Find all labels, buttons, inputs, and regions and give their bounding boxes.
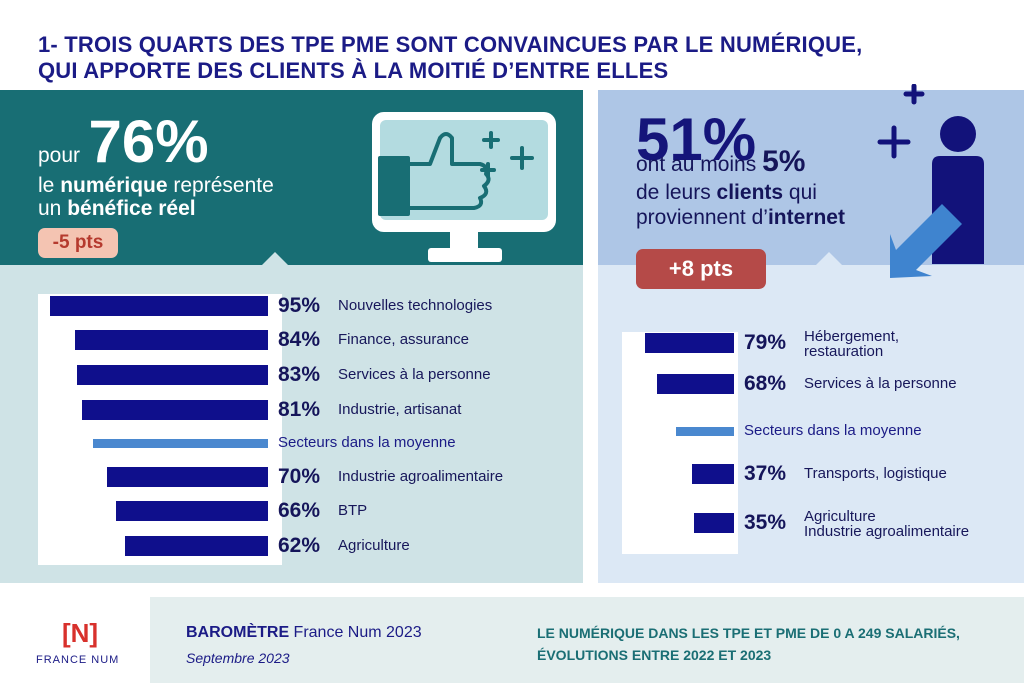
right-panel-notch [816, 252, 842, 265]
bar [694, 513, 734, 533]
left-stat-prefix: pour [38, 144, 81, 167]
right-stat-line-4: proviennent d’internet [636, 206, 845, 230]
bar-value-label: 66% [278, 499, 321, 522]
title-line-1: 1- TROIS QUARTS DES TPE PME SONT CONVAIN… [38, 32, 863, 57]
bar-category-label: BTP [338, 502, 368, 519]
left-stat-value: 76% [88, 108, 209, 175]
right-stat-keyword: clients [716, 181, 784, 204]
barometre-keyword: BAROMÈTRE [186, 624, 290, 641]
bar-category-label: Nouvelles technologies [338, 297, 493, 314]
bar-value-label: 37% [744, 462, 787, 485]
left-stat-text: un [38, 197, 68, 220]
bar [77, 365, 268, 385]
bar [81, 400, 268, 420]
right-stat-text: ont au moins [636, 153, 763, 176]
left-stat-keyword: bénéfice réel [67, 197, 196, 220]
title-line-2: QUI APPORTE DES CLIENTS À LA MOITIÉ D’EN… [38, 58, 669, 83]
bar-value-label: 84% [278, 328, 321, 351]
footer-description: LE NUMÉRIQUE DANS LES TPE ET PME DE 0 A … [537, 622, 960, 666]
right-stat-keyword: internet [767, 206, 845, 229]
left-change-badge: -5 pts [38, 228, 118, 258]
footer-description-line-2: ÉVOLUTIONS ENTRE 2022 ET 2023 [537, 647, 772, 663]
bar-value-label: 95% [278, 294, 321, 317]
left-stat-keyword: numérique [60, 174, 168, 197]
bar-category-label: Services à la personne [338, 366, 491, 383]
bar [657, 374, 734, 394]
average-bar [676, 427, 734, 436]
left-panel-notch [262, 252, 288, 265]
bar-category-label: Finance, assurance [338, 331, 469, 348]
bar-category-label: Services à la personne [804, 375, 957, 392]
bar [125, 536, 268, 556]
right-change-badge: +8 pts [636, 249, 766, 289]
bar-category-label: Agriculture [338, 537, 410, 554]
france-num-logo: [N] [62, 618, 99, 648]
right-stat-text: proviennent d’ [636, 206, 768, 229]
bar [116, 501, 268, 521]
bar-value-label: 70% [278, 465, 321, 488]
right-stat-line-2: ont au moins 5% [636, 147, 805, 177]
bar [49, 296, 268, 316]
publication-date: Septembre 2023 [186, 650, 290, 666]
france-num-logo-text: FRANCE NUM [36, 654, 120, 666]
bar-category-label: Agriculture Industrie agroalimentaire [804, 508, 970, 540]
right-stat-text: de leurs [636, 181, 717, 204]
left-stat-text: représente [167, 174, 274, 197]
left-stat-line-3: un bénéfice réel [38, 197, 196, 221]
barometre-title: BAROMÈTRE France Num 2023 [186, 624, 422, 642]
barometre-edition: France Num 2023 [289, 624, 422, 641]
bar-value-label: 68% [744, 372, 787, 395]
person-cursor-icon [877, 84, 984, 278]
right-stat-keyword: 5% [762, 145, 806, 178]
bar [692, 464, 734, 484]
bar-value-label: 83% [278, 363, 321, 386]
right-stat-text: qui [783, 181, 817, 204]
bar-value-label: 79% [744, 331, 787, 354]
bar-category-label: Hébergement, restauration [804, 328, 900, 360]
bar-category-label: Industrie, artisanat [338, 401, 462, 418]
left-stat-line-2: le numérique représente [38, 174, 274, 198]
monitor-thumbs-up-icon [372, 112, 556, 262]
left-stat-block: pour 76% [38, 112, 209, 172]
bar-category-label: Secteurs dans la moyenne [744, 422, 922, 439]
bar [644, 333, 734, 353]
right-stat-value: 51% [636, 106, 757, 173]
left-stat-text: le [38, 174, 61, 197]
footer-description-line-1: LE NUMÉRIQUE DANS LES TPE ET PME DE 0 A … [537, 625, 960, 641]
bar [107, 467, 268, 487]
bar-value-label: 81% [278, 398, 321, 421]
bar [74, 330, 268, 350]
bar-value-label: 35% [744, 511, 787, 534]
bar-category-label: Transports, logistique [804, 465, 947, 482]
page-title: 1- TROIS QUARTS DES TPE PME SONT CONVAIN… [38, 32, 862, 84]
bar-category-label: Industrie agroalimentaire [338, 468, 504, 485]
logo-container [0, 597, 150, 683]
average-bar [93, 439, 268, 448]
footer [0, 597, 1024, 683]
right-stat-line-3: de leurs clients qui [636, 181, 817, 205]
bar-category-label: Secteurs dans la moyenne [278, 434, 456, 451]
bar-value-label: 62% [278, 534, 321, 557]
